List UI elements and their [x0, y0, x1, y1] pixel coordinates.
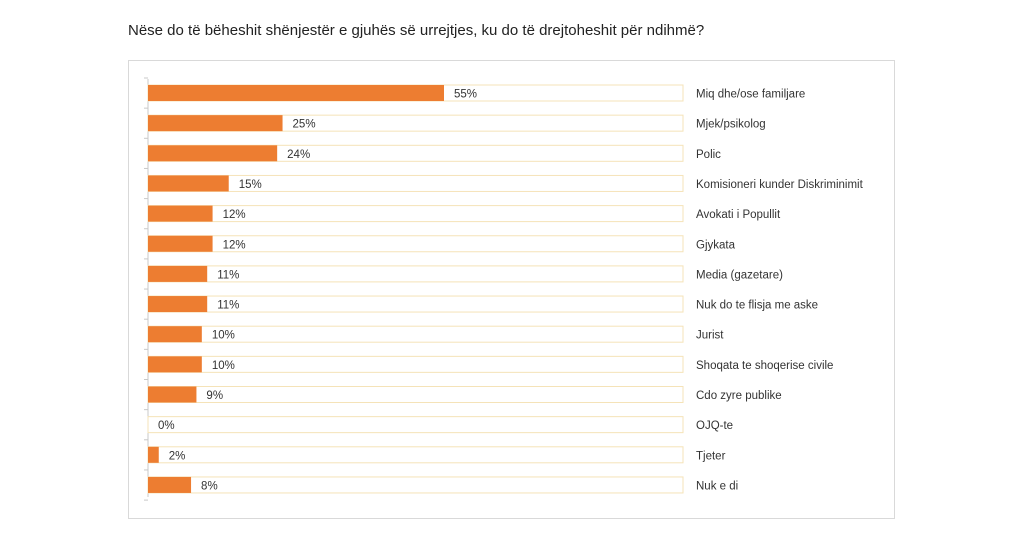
data-label: 12% — [223, 209, 246, 221]
bar-track — [147, 476, 684, 494]
data-label: 9% — [206, 390, 223, 402]
data-label: 55% — [454, 89, 477, 101]
data-label: 0% — [158, 420, 175, 432]
category-label: Media (gazetare) — [696, 269, 783, 281]
category-label: Jurist — [696, 330, 724, 342]
category-label: Cdo zyre publike — [696, 390, 782, 402]
bar — [148, 446, 159, 463]
bar-track — [147, 416, 684, 434]
data-label: 11% — [217, 300, 239, 312]
category-label: Gjykata — [696, 239, 736, 251]
category-label: Nuk e di — [696, 480, 738, 492]
category-label: Tjeter — [696, 450, 726, 462]
bar — [148, 85, 444, 101]
category-label: OJQ-te — [696, 420, 733, 432]
data-label: 24% — [287, 149, 310, 161]
bar — [148, 476, 192, 493]
data-label: 12% — [223, 239, 246, 251]
category-label: Avokati i Popullit — [696, 209, 781, 221]
bar — [148, 145, 278, 162]
chart-title: Nëse do të bëheshit shënjestër e gjuhës … — [128, 22, 705, 39]
category-label: Mjek/psikolog — [696, 119, 766, 131]
data-label: 10% — [212, 330, 235, 342]
bar — [148, 265, 208, 282]
category-label: Nuk do te flisja me aske — [696, 300, 818, 312]
bar — [148, 235, 213, 252]
bar-track — [147, 386, 684, 403]
category-label: Polic — [696, 149, 721, 161]
category-label: Komisioneri kunder Diskriminimit — [696, 179, 864, 191]
data-label: 15% — [239, 179, 262, 191]
data-label: 8% — [201, 480, 218, 492]
bar — [148, 296, 208, 313]
category-label: Miq dhe/ose familjare — [696, 89, 805, 101]
data-label: 10% — [212, 360, 235, 372]
data-label: 11% — [217, 269, 239, 281]
bar — [148, 115, 283, 132]
bar — [148, 386, 197, 403]
chart-frame — [128, 60, 895, 519]
bar — [148, 356, 202, 373]
data-label: 2% — [169, 450, 186, 462]
bar — [148, 175, 229, 192]
data-label: 25% — [293, 119, 316, 131]
category-label: Shoqata te shoqerise civile — [696, 360, 833, 372]
bar — [148, 326, 202, 343]
bar-track — [147, 446, 684, 464]
bar — [148, 205, 213, 222]
